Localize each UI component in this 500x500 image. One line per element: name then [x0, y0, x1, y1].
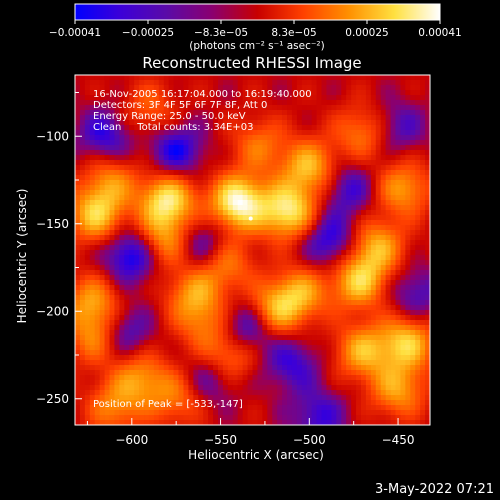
colorbar-tick-label: 8.3e−05 — [271, 27, 316, 39]
x-axis-label: Heliocentric X (arcsec) — [188, 448, 324, 462]
x-tick-label: −500 — [293, 433, 326, 447]
colorbar-ticks: −0.00041 −0.00025 −8.3e−05 8.3e−05 0.00025 0.… — [49, 20, 462, 39]
chart-title: Reconstructed RHESSI Image — [142, 54, 361, 72]
y-axis-label: Heliocentric Y (arcsec) — [15, 189, 29, 324]
y-tick-label: −150 — [36, 217, 69, 231]
plot-frame — [74, 74, 431, 426]
colorbar-tick-label: 0.00041 — [418, 27, 461, 39]
y-tick-label: −100 — [36, 129, 69, 143]
peak-marker — [248, 216, 253, 221]
colorbar-unit-label: (photons cm⁻² s⁻¹ asec⁻²) — [189, 40, 324, 52]
annotation-clean-counts: Clean Total counts: 3.34E+03 — [93, 122, 253, 133]
x-axis-ticks: −600 −550 −500 −450 — [86, 418, 415, 447]
colorbar-tick-label: −8.3e−05 — [194, 27, 248, 39]
y-tick-label: −200 — [36, 304, 69, 318]
heatmap-image — [75, 75, 430, 425]
colorbar-tick-label: −0.00025 — [122, 27, 174, 39]
y-axis-ticks: −100 −150 −200 −250 — [36, 92, 82, 406]
colorbar — [74, 3, 441, 21]
annotation-time: 16-Nov-2005 16:17:04.000 to 16:19:40.000 — [93, 89, 312, 100]
colorbar-tick-label: −0.00041 — [49, 27, 101, 39]
colorbar-tick-label: 0.00025 — [345, 27, 388, 39]
x-tick-label: −450 — [382, 433, 415, 447]
y-tick-label: −250 — [36, 392, 69, 406]
x-tick-label: −550 — [204, 433, 237, 447]
peak-position-label: Position of Peak = [-533,-147] — [93, 399, 243, 410]
annotation-detectors: Detectors: 3F 4F 5F 6F 7F 8F, Att 0 — [93, 100, 267, 111]
x-tick-label: −600 — [115, 433, 148, 447]
annotation-energy: Energy Range: 25.0 - 50.0 keV — [93, 111, 246, 122]
footer-date: 3-May-2022 07:21 — [375, 482, 494, 497]
